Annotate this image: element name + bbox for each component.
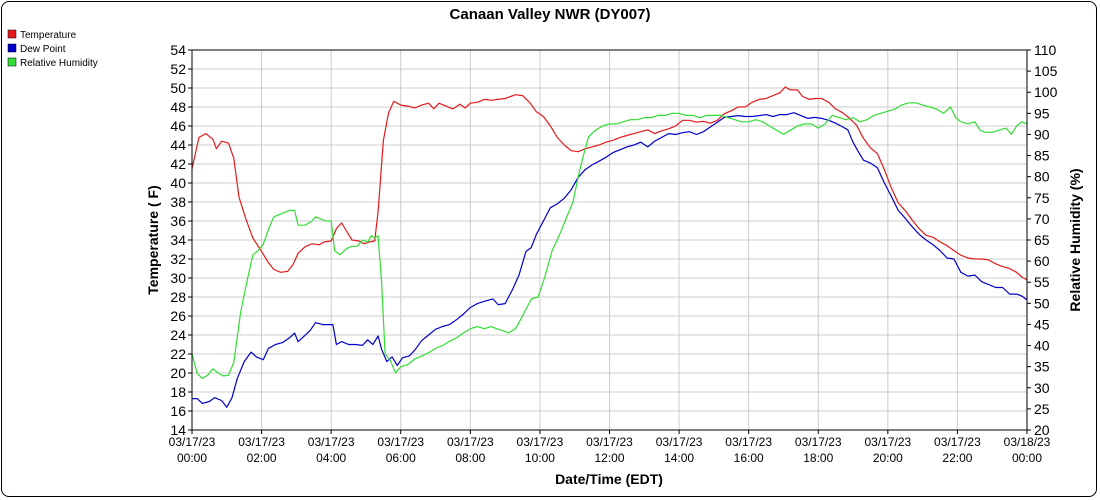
x-tick-time: 18:00 (803, 451, 833, 465)
y-tick-label-right: 85 (1034, 148, 1050, 164)
y-tick-label-right: 110 (1034, 42, 1057, 58)
y-tick-label-left: 22 (170, 346, 186, 362)
y-tick-label-right: 20 (1034, 422, 1050, 438)
x-tick-time: 08:00 (455, 451, 485, 465)
y-tick-label-right: 40 (1034, 338, 1050, 354)
y-tick-label-right: 65 (1034, 232, 1050, 248)
chart-title: Canaan Valley NWR (DY007) (450, 6, 651, 23)
y-tick-label-right: 50 (1034, 295, 1050, 311)
y-tick-label-right: 70 (1034, 211, 1050, 227)
y-tick-label-left: 34 (170, 232, 186, 248)
legend-swatch-dew-point (7, 43, 17, 53)
y-tick-label-left: 44 (170, 137, 186, 153)
y-tick-label-left: 40 (170, 175, 186, 191)
y-tick-label-left: 18 (170, 384, 186, 400)
x-tick-time: 04:00 (316, 451, 346, 465)
x-tick-time: 16:00 (734, 451, 764, 465)
x-tick-date: 03/17/23 (656, 435, 703, 449)
y-tick-label-left: 46 (170, 118, 186, 134)
series-line-temperature (191, 86, 1028, 281)
y-tick-label-left: 48 (170, 99, 186, 115)
x-tick-date: 03/17/23 (864, 435, 911, 449)
legend-label-relative-humidity: Relative Humidity (20, 58, 98, 69)
x-tick-time: 20:00 (873, 451, 903, 465)
x-tick-date: 03/17/23 (447, 435, 494, 449)
y-tick-label-right: 30 (1034, 380, 1050, 396)
grid (191, 49, 1028, 431)
y-tick-label-left: 30 (170, 270, 186, 286)
y-tick-label-right: 75 (1034, 190, 1050, 206)
y-tick-label-right: 80 (1034, 169, 1050, 185)
y-axis-left: 14 16 18 20 22 24 26 28 30 32 34 36 38 40 42 44 46 48 50 52… (170, 42, 192, 438)
y-tick-label-left: 36 (170, 213, 186, 229)
x-tick-date: 03/17/23 (725, 435, 772, 449)
y-tick-label-left: 28 (170, 289, 186, 305)
x-tick-date: 03/17/23 (934, 435, 981, 449)
y-axis-right: 20 25 30 35 40 45 50 55 60 65 70 75 80 85 90 95 100 105 11… (1027, 42, 1058, 438)
x-axis-label: Date/Time (EDT) (555, 471, 663, 487)
y-tick-label-left: 54 (170, 42, 186, 58)
y-tick-label-left: 24 (170, 327, 186, 343)
y-tick-label-left: 32 (170, 251, 186, 267)
x-tick-time: 02:00 (247, 451, 277, 465)
y-tick-label-right: 100 (1034, 84, 1058, 100)
x-tick-date: 03/18/23 (1004, 435, 1051, 449)
legend-swatch-temperature (7, 29, 17, 39)
y-tick-label-left: 20 (170, 365, 186, 381)
x-tick-time: 14:00 (664, 451, 694, 465)
y-tick-label-right: 90 (1034, 126, 1050, 142)
legend-label-dew-point: Dew Point (20, 44, 66, 55)
y-tick-label-left: 16 (170, 403, 186, 419)
legend-swatch-relative-humidity (7, 57, 17, 67)
x-tick-time: 10:00 (525, 451, 555, 465)
legend: Temperature Dew Point Relative Humidity (7, 29, 98, 69)
series-line-dew-point (192, 112, 1028, 408)
y-tick-label-left: 52 (170, 61, 186, 77)
y-tick-label-left: 50 (170, 80, 186, 96)
y-tick-label-left: 42 (170, 156, 186, 172)
x-tick-time: 00:00 (177, 451, 207, 465)
y-tick-label-right: 35 (1034, 359, 1050, 375)
y-tick-label-right: 45 (1034, 316, 1050, 332)
x-tick-date: 03/17/23 (169, 435, 216, 449)
x-tick-date: 03/17/23 (586, 435, 633, 449)
x-tick-time: 12:00 (594, 451, 624, 465)
x-tick-time: 22:00 (942, 451, 972, 465)
x-tick-time: 06:00 (386, 451, 416, 465)
x-tick-date: 03/17/23 (377, 435, 424, 449)
legend-label-temperature: Temperature (20, 30, 77, 41)
y-tick-label-right: 55 (1034, 274, 1050, 290)
x-tick-time: 00:00 (1012, 451, 1042, 465)
y-tick-label-right: 60 (1034, 253, 1050, 269)
x-tick-date: 03/17/23 (308, 435, 355, 449)
series-layer (191, 86, 1028, 408)
y-tick-label-right: 25 (1034, 401, 1050, 417)
x-tick-date: 03/17/23 (517, 435, 564, 449)
y-axis-right-label: Relative Humidity (%) (1067, 168, 1083, 311)
x-tick-date: 03/17/23 (795, 435, 842, 449)
y-tick-label-left: 38 (170, 194, 186, 210)
y-axis-left-label: Temperature ( F) (145, 185, 161, 294)
y-tick-label-right: 95 (1034, 105, 1050, 121)
series-line-relative-humidity (191, 102, 1028, 380)
y-tick-label-right: 105 (1034, 63, 1058, 79)
x-axis: 03/17/23 00:00 03/17/23 02:00 03/17/23 04:00 0… (169, 430, 1051, 465)
y-tick-label-left: 26 (170, 308, 186, 324)
x-tick-date: 03/17/23 (238, 435, 285, 449)
y-tick-label-left: 14 (170, 422, 186, 438)
